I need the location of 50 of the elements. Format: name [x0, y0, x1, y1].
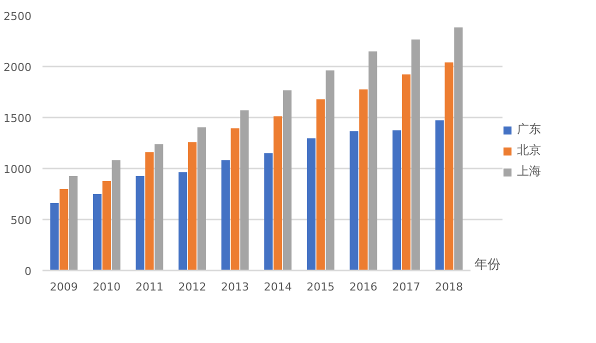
bar — [136, 176, 144, 270]
legend-label: 广东 — [517, 121, 541, 138]
x-tick-label: 2014 — [264, 280, 292, 294]
bar — [102, 181, 111, 270]
bar — [154, 144, 164, 270]
y-tick-label: 2000 — [4, 61, 32, 74]
bar — [306, 138, 316, 270]
x-axis-title: 年份 — [474, 258, 500, 272]
bar — [454, 27, 463, 270]
bar — [274, 116, 282, 270]
y-tick-label: 0 — [24, 265, 32, 278]
x-tick-label: 2013 — [221, 280, 250, 294]
y-tick-label: 1000 — [4, 163, 32, 176]
bar — [368, 51, 378, 270]
bar — [178, 172, 188, 270]
bar — [435, 120, 444, 270]
bar — [145, 152, 154, 270]
bar — [350, 131, 358, 270]
x-tick-label: 2018 — [435, 280, 464, 294]
x-tick-label: 2010 — [92, 280, 121, 294]
legend-label: 上海 — [517, 163, 541, 180]
bar — [444, 62, 454, 270]
x-tick-label: 2012 — [178, 280, 206, 294]
bar — [69, 176, 78, 270]
bar — [316, 99, 325, 270]
x-tick-label: 2011 — [135, 280, 164, 294]
bar — [282, 90, 292, 270]
y-tick-label: 500 — [10, 214, 32, 227]
bar — [392, 130, 402, 270]
bar — [326, 70, 334, 270]
bar — [402, 74, 410, 270]
bar — [264, 153, 273, 270]
legend-label: 北京 — [517, 142, 541, 159]
bar — [221, 160, 230, 270]
bar — [92, 194, 102, 270]
bar — [50, 202, 59, 270]
bar — [240, 110, 249, 270]
bar — [411, 39, 420, 270]
bar — [188, 142, 197, 270]
bar — [359, 89, 368, 270]
bar — [112, 160, 120, 270]
x-tick-label: 2009 — [50, 280, 78, 294]
bar — [60, 189, 68, 270]
bar — [230, 128, 240, 270]
x-tick-label: 2015 — [306, 280, 335, 294]
y-tick-label: 2500 — [4, 10, 32, 23]
x-tick-label: 2017 — [392, 280, 420, 294]
x-tick-label: 2016 — [349, 280, 378, 294]
bar — [197, 127, 206, 270]
y-tick-label: 1500 — [4, 112, 32, 125]
